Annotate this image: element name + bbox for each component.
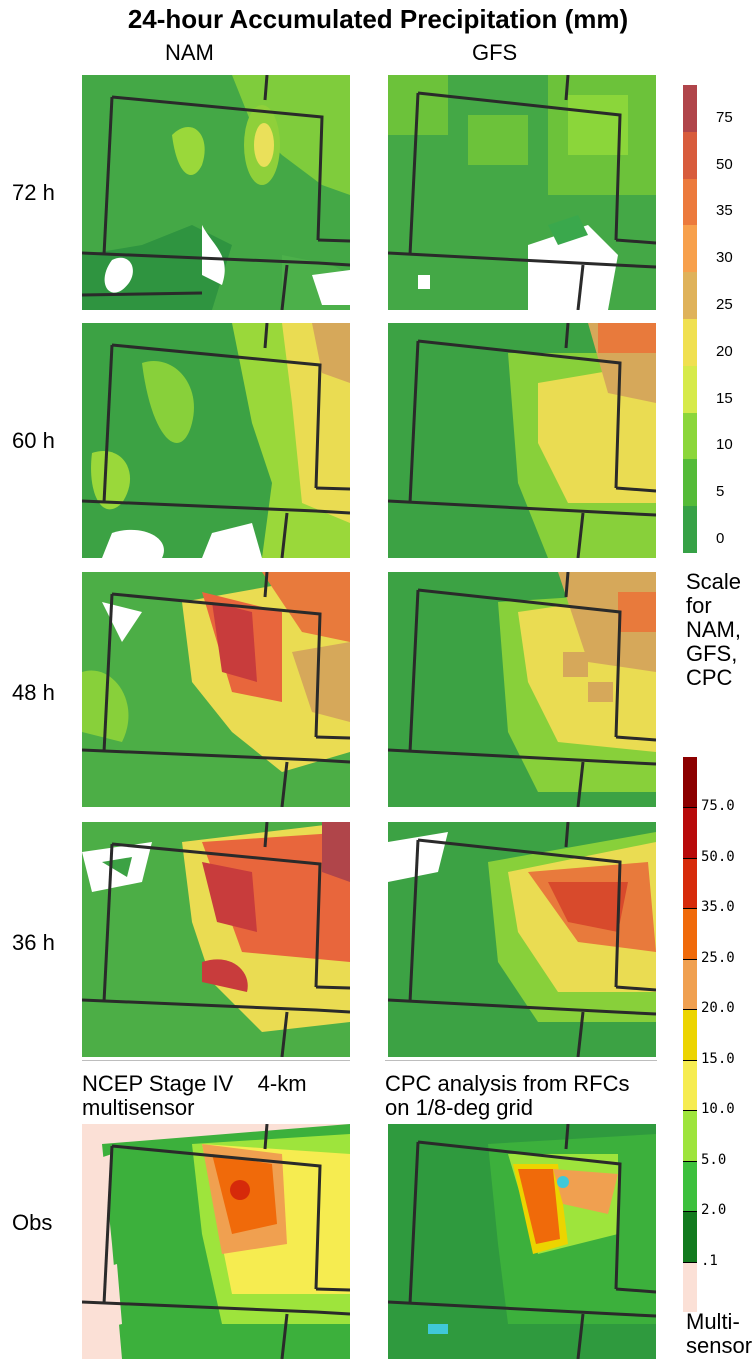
- scale2-tick-label: 5.0: [701, 1151, 727, 1168]
- scale1-swatch-7: [683, 412, 697, 460]
- map-nam-48h: [82, 572, 350, 807]
- scale1-tick-label: 10: [716, 436, 733, 454]
- scale1-tick-label: 0: [716, 529, 725, 547]
- separator-left: [82, 1060, 350, 1061]
- scale1-tick-label: 50: [716, 155, 733, 173]
- row-label-36h: 36 h: [12, 930, 55, 955]
- caption-stage-iv-line1: NCEP Stage IV 4-km: [82, 1071, 307, 1096]
- scale1-swatch-5: [683, 318, 697, 366]
- scale2-tick-mark: [683, 958, 697, 960]
- scale2-tick-mark: [683, 1211, 697, 1213]
- scale2-tick-mark: [683, 857, 697, 859]
- scale2-caption-line: sensor: [686, 1333, 753, 1358]
- scale1-swatch-8: [683, 459, 697, 507]
- scale1-swatch-9: [683, 506, 697, 553]
- map-nam-60h: [82, 323, 350, 558]
- scale1-tick-label: 30: [716, 249, 733, 267]
- scale-caption-nam-gfs-cpc: Scale for NAM, GFS, CPC: [686, 570, 741, 690]
- row-label-48h: 48 h: [12, 680, 55, 705]
- scale2-tick-label: 10.0: [701, 1101, 735, 1118]
- scale2-tick-label: 35.0: [701, 899, 735, 916]
- scale2-swatch-6: [683, 1059, 697, 1111]
- scale2-swatch-5: [683, 1009, 697, 1060]
- scale2-caption-line: Multi-: [686, 1309, 740, 1334]
- map-gfs-48h: [388, 572, 656, 807]
- scale2-swatch-3: [683, 908, 697, 959]
- column-header-gfs: GFS: [472, 40, 518, 65]
- map-stage-iv-obs: [82, 1124, 350, 1359]
- scale1-caption-line: Scale: [686, 569, 742, 594]
- scale-bar-nam-gfs-cpc: [683, 85, 697, 553]
- scale1-caption-line: for: [686, 593, 712, 618]
- scale2-tick-label: 25.0: [701, 949, 735, 966]
- scale1-swatch-2: [683, 178, 697, 226]
- scale2-swatch-9: [683, 1211, 697, 1262]
- scale2-tick-mark: [683, 1009, 697, 1011]
- scale2-tick-mark: [683, 1261, 697, 1263]
- scale1-tick-label: 20: [716, 342, 733, 360]
- figure-title: 24-hour Accumulated Precipitation (mm): [127, 4, 629, 34]
- scale2-swatch-7: [683, 1110, 697, 1161]
- map-nam-72h: [82, 75, 350, 310]
- scale2-tick-mark: [683, 908, 697, 910]
- scale-bar-multisensor: [683, 757, 697, 1312]
- scale2-tick-mark: [683, 1059, 697, 1061]
- scale2-tick-label: 50.0: [701, 848, 735, 865]
- scale2-tick-label: 75.0: [701, 798, 735, 815]
- separator-right: [385, 1060, 657, 1061]
- caption-cpc-line1: CPC analysis from RFCs: [385, 1071, 630, 1096]
- map-gfs-60h: [388, 323, 656, 558]
- map-cpc-obs: [388, 1124, 656, 1359]
- scale2-swatch-1: [683, 807, 697, 858]
- scale2-tick-label: 2.0: [701, 1202, 727, 1219]
- caption-stage-iv-line2: multisensor: [82, 1095, 195, 1120]
- scale1-tick-label: 25: [716, 295, 733, 313]
- map-gfs-72h: [388, 75, 656, 310]
- scale1-caption-line: GFS,: [686, 641, 738, 666]
- scale2-tick-mark: [683, 807, 697, 809]
- scale1-caption-line: NAM,: [686, 617, 741, 642]
- scale2-swatch-2: [683, 857, 697, 909]
- scale2-tick-label: .1: [701, 1252, 718, 1269]
- scale2-tick-label: 15.0: [701, 1050, 735, 1067]
- scale1-swatch-1: [683, 131, 697, 179]
- scale1-tick-label: 35: [716, 202, 733, 220]
- scale2-swatch-10: [683, 1261, 697, 1312]
- scale1-swatch-6: [683, 365, 697, 413]
- scale1-caption-line: CPC: [686, 665, 733, 690]
- scale2-swatch-0: [683, 757, 697, 808]
- scale1-tick-label: 5: [716, 483, 725, 501]
- scale2-tick-mark: [683, 1160, 697, 1162]
- map-nam-36h: [82, 822, 350, 1057]
- row-label-60h: 60 h: [12, 428, 55, 453]
- scale2-tick-mark: [683, 1110, 697, 1112]
- scale1-swatch-4: [683, 272, 697, 319]
- row-label-72h: 72 h: [12, 180, 55, 205]
- map-gfs-36h: [388, 822, 656, 1057]
- column-header-nam: NAM: [165, 40, 214, 65]
- scale2-swatch-4: [683, 958, 697, 1010]
- scale-caption-multisensor: Multi-sensor: [686, 1310, 752, 1358]
- scale1-swatch-3: [683, 225, 697, 273]
- scale2-swatch-8: [683, 1160, 697, 1212]
- caption-stage-iv: NCEP Stage IV 4-km multisensor: [82, 1072, 307, 1120]
- scale1-tick-label: 15: [716, 389, 733, 407]
- scale1-tick-label: 75: [716, 108, 733, 126]
- scale1-swatch-0: [683, 85, 697, 132]
- scale2-tick-label: 20.0: [701, 1000, 735, 1017]
- caption-cpc: CPC analysis from RFCs on 1/8-deg grid: [385, 1072, 629, 1120]
- caption-cpc-line2: on 1/8-deg grid: [385, 1095, 533, 1120]
- row-label-obs: Obs: [12, 1210, 53, 1235]
